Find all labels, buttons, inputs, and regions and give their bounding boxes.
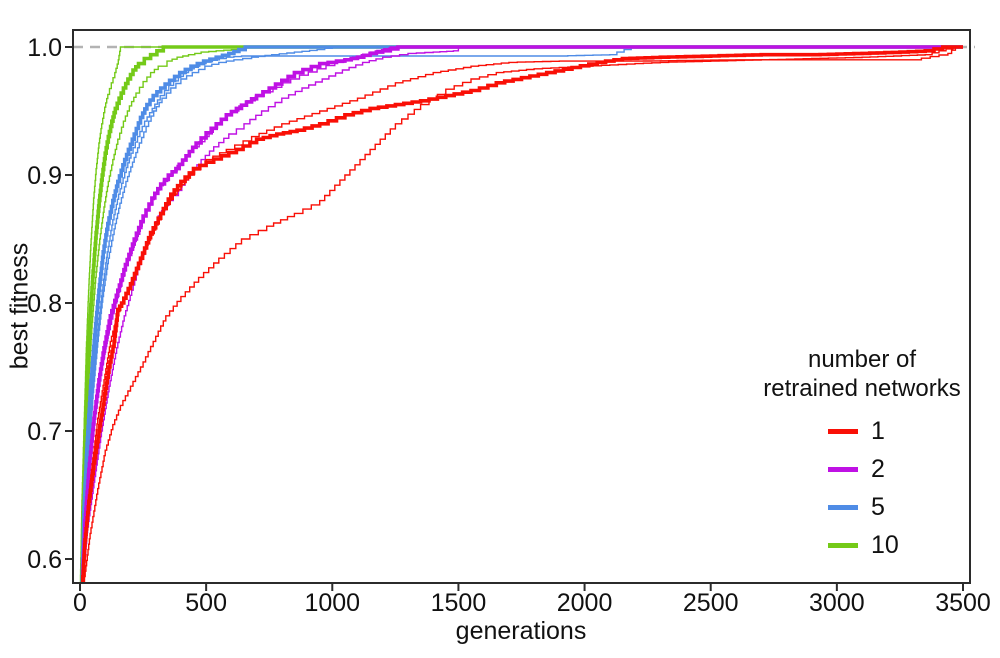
series-1-line-thick-2 <box>81 45 963 583</box>
legend-swatch-5 <box>828 504 858 510</box>
x-tick-label: 500 <box>185 589 227 617</box>
legend-entry-10: 10 <box>748 526 976 564</box>
legend-swatch-1 <box>828 428 858 434</box>
y-tick-label: 0.9 <box>27 162 62 190</box>
legend-title-line-2: retrained networks <box>763 375 961 402</box>
series-1-line-thin-0 <box>82 46 963 583</box>
legend-swatch-10 <box>828 542 858 548</box>
plot-frame <box>72 29 971 584</box>
legend-label: 1 <box>871 416 885 445</box>
series-2-line-thick-2 <box>81 45 963 583</box>
y-tick-label: 0.7 <box>27 418 62 446</box>
series-1-line-thin-1 <box>83 46 963 583</box>
series-5-line-thick-2 <box>80 45 963 583</box>
legend-entry-2: 2 <box>748 450 976 488</box>
x-tick-label: 1000 <box>304 589 360 617</box>
legend-entry-1: 1 <box>748 412 976 450</box>
x-tick-label: 0 <box>73 589 87 617</box>
y-tick-label: 0.8 <box>27 290 62 318</box>
legend-swatch-2 <box>828 466 858 472</box>
x-axis-title: generations <box>455 617 587 645</box>
legend-label: 5 <box>871 492 885 521</box>
x-tick-label: 3500 <box>935 589 991 617</box>
legend-label: 2 <box>871 454 885 483</box>
series-lines <box>79 45 963 583</box>
y-tick-label: 1.0 <box>27 34 62 62</box>
legend-title-line-1: number of <box>807 346 917 373</box>
legend-entry-5: 5 <box>748 488 976 526</box>
legend-title: number of retrained networks <box>748 345 976 403</box>
x-tick-label: 1500 <box>431 589 487 617</box>
y-tick-label: 0.6 <box>27 546 62 574</box>
legend-entries: 1 2 5 10 <box>748 412 976 564</box>
x-tick-label: 2500 <box>683 589 739 617</box>
x-tick-label: 3000 <box>809 589 865 617</box>
x-tick-label: 2000 <box>557 589 613 617</box>
y-axis-title: best fitness <box>5 242 34 370</box>
legend-label: 10 <box>871 530 899 559</box>
legend: number of retrained networks 1 2 5 10 <box>748 345 976 564</box>
